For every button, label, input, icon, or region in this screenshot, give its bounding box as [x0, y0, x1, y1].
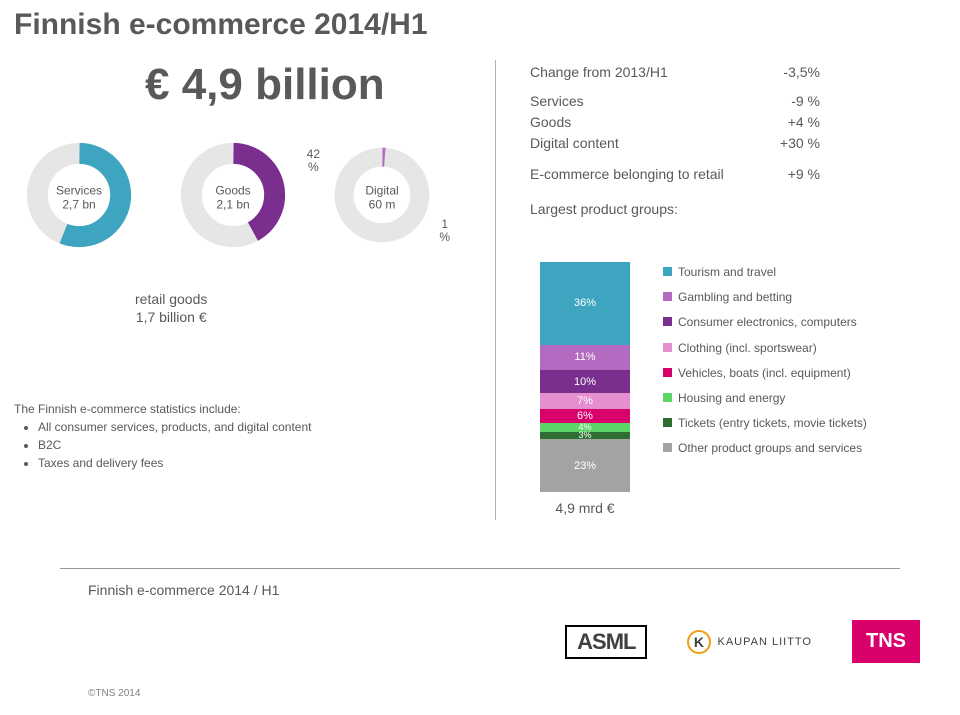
legend-swatch: [663, 368, 672, 377]
change-row-val: -9 %: [750, 91, 820, 112]
retail-goods-line2: 1,7 billion €: [135, 308, 207, 326]
legend-swatch: [663, 443, 672, 452]
logo-kaupan: K KAUPAN LIITTO: [687, 630, 812, 654]
pct-sign: %: [439, 231, 450, 244]
stack-segment: 6%: [540, 409, 630, 423]
groups-label: Largest product groups:: [530, 199, 820, 220]
legend-label: Vehicles, boats (incl. equipment): [678, 366, 851, 380]
change-row-val: +4 %: [750, 112, 820, 133]
legend-label: Gambling and betting: [678, 290, 792, 304]
logo-kaupan-text: KAUPAN LIITTO: [717, 636, 812, 648]
legend-item: Housing and energy: [663, 386, 867, 411]
donut-goods-label: Goods 2,1 bn: [168, 183, 298, 212]
change-row-label: Goods: [530, 112, 750, 133]
headline-value: € 4,9 billion: [145, 60, 385, 110]
stack-segment: 23%: [540, 439, 630, 492]
stack-segment: 10%: [540, 370, 630, 393]
legend-label: Tickets (entry tickets, movie tickets): [678, 416, 867, 430]
stack-segment: 7%: [540, 393, 630, 409]
retail-goods-line1: retail goods: [135, 290, 207, 308]
change-row: Services -9 %: [530, 91, 820, 112]
pct-sign: %: [307, 161, 320, 174]
vertical-divider: [495, 60, 496, 520]
donut-label-2: 60 m: [322, 198, 442, 212]
donut-goods-pct: 42 %: [307, 148, 320, 174]
donut-label-2: 2,1 bn: [168, 198, 298, 212]
page-title: Finnish e-commerce 2014/H1: [14, 8, 428, 42]
stats-note-item: B2C: [38, 436, 311, 454]
change-row-val: +30 %: [750, 133, 820, 154]
change-headline-val: -3,5%: [750, 62, 820, 83]
legend-item: Clothing (incl. sportswear): [663, 336, 867, 361]
donut-label-2: 2,7 bn: [14, 198, 144, 212]
donut-digital-label: Digital 60 m: [322, 183, 442, 212]
change-row-label: Digital content: [530, 133, 750, 154]
stacked-bar: 36%11%10%7%6%4%3%23%: [540, 262, 630, 492]
legend-swatch: [663, 418, 672, 427]
stacked-bar-caption: 4,9 mrd €: [530, 500, 640, 516]
legend-swatch: [663, 267, 672, 276]
donut-label-1: Goods: [168, 183, 298, 197]
legend: Tourism and travel Gambling and betting Co…: [663, 260, 867, 462]
kaupan-ring-icon: K: [687, 630, 711, 654]
donut-services: 56 % Services 2,7 bn: [14, 140, 144, 255]
stats-note-item: All consumer services, products, and dig…: [38, 418, 311, 436]
change-block: Change from 2013/H1 -3,5% Services -9 % …: [530, 62, 820, 220]
change-retail-label: E-commerce belonging to retail: [530, 164, 750, 185]
donut-label-1: Digital: [322, 183, 442, 197]
legend-swatch: [663, 317, 672, 326]
pct-number: 1: [439, 218, 450, 231]
change-retail-val: +9 %: [750, 164, 820, 185]
copyright: ©TNS 2014: [88, 688, 140, 699]
legend-item: Tourism and travel: [663, 260, 867, 285]
stats-note-item: Taxes and delivery fees: [38, 454, 311, 472]
donut-label-1: Services: [14, 183, 144, 197]
legend-item: Gambling and betting: [663, 285, 867, 310]
change-headline: Change from 2013/H1 -3,5%: [530, 62, 820, 83]
legend-item: Vehicles, boats (incl. equipment): [663, 361, 867, 386]
logo-asml: ASML: [565, 625, 647, 659]
change-retail: E-commerce belonging to retail +9 %: [530, 164, 820, 185]
stack-segment: 3%: [540, 432, 630, 439]
retail-goods-caption: retail goods 1,7 billion €: [135, 290, 207, 326]
change-row-label: Services: [530, 91, 750, 112]
legend-swatch: [663, 393, 672, 402]
stats-note: The Finnish e-commerce statistics includ…: [14, 400, 311, 472]
legend-swatch: [663, 343, 672, 352]
donut-digital-pct: 1 %: [439, 218, 450, 244]
donut-goods: Goods 2,1 bn 42 %: [168, 140, 298, 255]
change-row: Goods +4 %: [530, 112, 820, 133]
stack-segment: 36%: [540, 262, 630, 345]
donut-digital: Digital 60 m 1 %: [322, 145, 442, 250]
legend-label: Housing and energy: [678, 391, 785, 405]
change-headline-label: Change from 2013/H1: [530, 62, 750, 83]
legend-label: Tourism and travel: [678, 265, 776, 279]
footer-divider: [60, 568, 900, 569]
stats-note-title: The Finnish e-commerce statistics includ…: [14, 400, 311, 418]
logo-tns: TNS: [852, 620, 920, 663]
legend-label: Consumer electronics, computers: [678, 315, 857, 329]
legend-item: Consumer electronics, computers: [663, 310, 867, 335]
change-row: Digital content +30 %: [530, 133, 820, 154]
footer-title: Finnish e-commerce 2014 / H1: [88, 582, 279, 598]
donut-row: 56 % Services 2,7 bn Goods 2,1 bn 42 %: [14, 140, 442, 255]
logo-row: ASML K KAUPAN LIITTO TNS: [565, 620, 920, 663]
legend-item: Tickets (entry tickets, movie tickets): [663, 411, 867, 436]
legend-label: Other product groups and services: [678, 441, 862, 455]
donut-services-label: Services 2,7 bn: [14, 183, 144, 212]
stack-segment: 11%: [540, 345, 630, 370]
legend-label: Clothing (incl. sportswear): [678, 341, 817, 355]
legend-item: Other product groups and services: [663, 436, 867, 461]
legend-swatch: [663, 292, 672, 301]
